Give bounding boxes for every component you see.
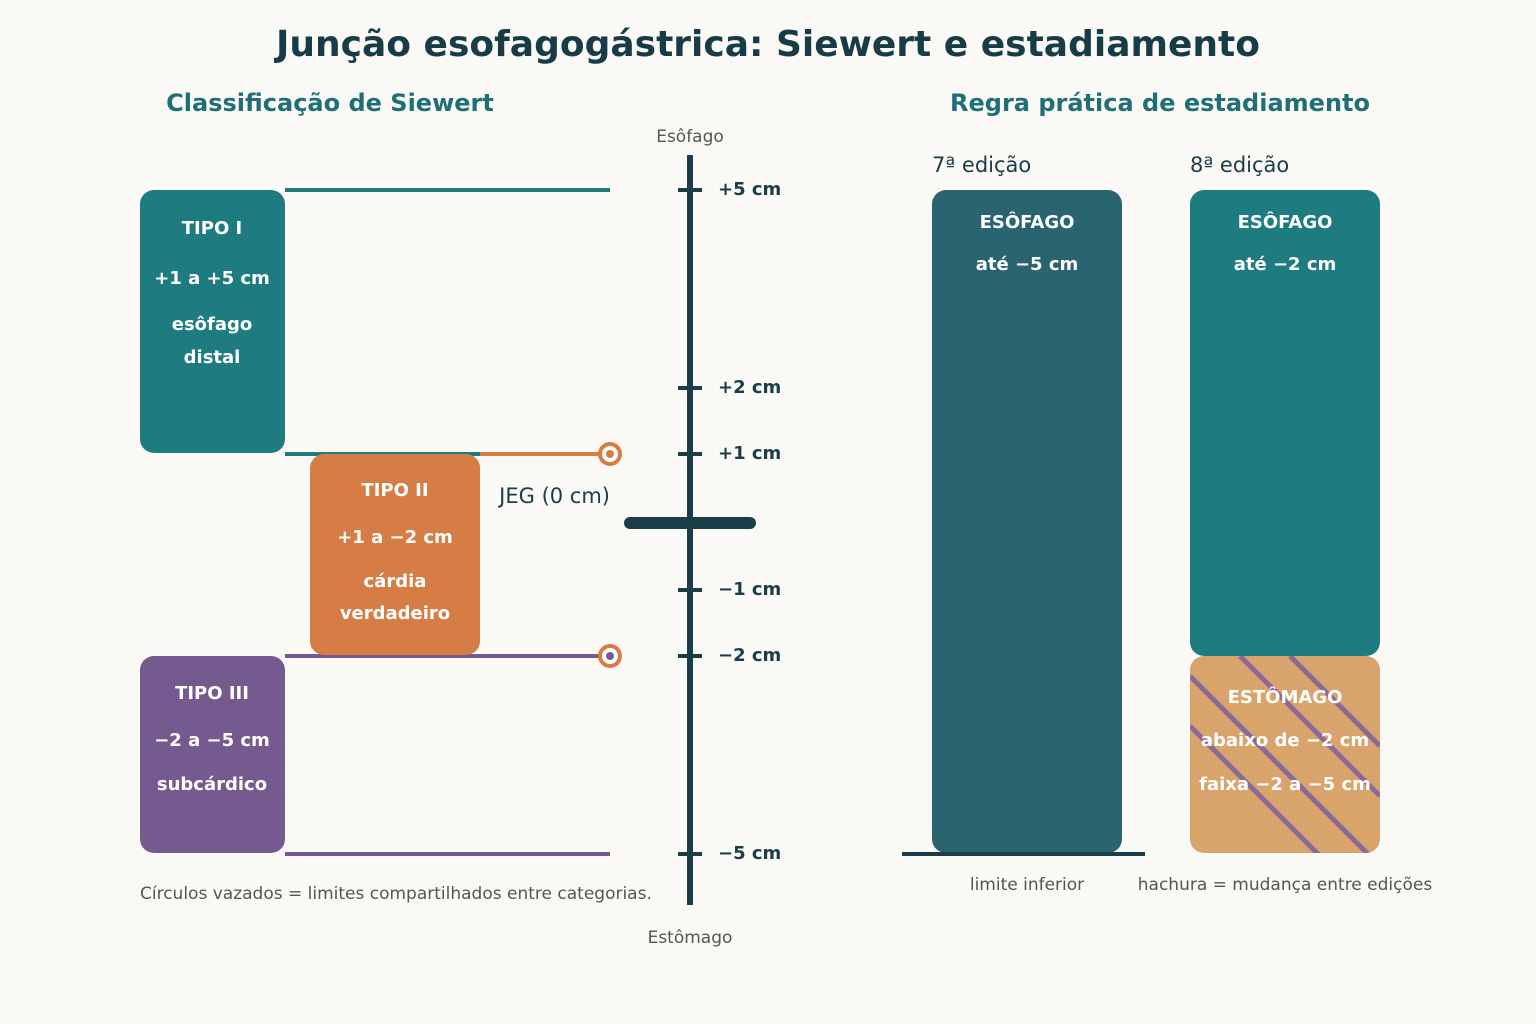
type-desc: esôfago (172, 314, 253, 335)
tick-label: +5 cm (718, 179, 781, 200)
type-range: −2 a −5 cm (154, 730, 270, 751)
hatch-line (1190, 674, 1380, 853)
axis-bottom-label: Estômago (648, 928, 733, 948)
tick-label: −1 cm (718, 579, 781, 600)
type-box (310, 454, 480, 655)
ticks: +5 cm +2 cm +1 cm −1 cm −2 cm −5 cm (678, 179, 781, 864)
section-heading: Regra prática de estadiamento (950, 89, 1370, 117)
segment-name: ESTÔMAGO (1228, 686, 1343, 708)
tick-label: −5 cm (718, 843, 781, 864)
segment-desc: até −5 cm (976, 254, 1079, 275)
tick-label: −2 cm (718, 645, 781, 666)
type-name: TIPO III (175, 683, 249, 704)
section-heading: Classificação de Siewert (166, 89, 494, 117)
segment-box (1190, 656, 1380, 853)
segment-box (932, 190, 1122, 853)
segment-name: ESÔFAGO (1238, 211, 1333, 233)
type-name: TIPO II (361, 480, 428, 501)
type-range: +1 a +5 cm (154, 268, 270, 289)
caption: limite inferior (970, 875, 1084, 895)
type-desc: subcárdico (157, 774, 267, 795)
edition-label: 8ª edição (1190, 153, 1289, 177)
hatch-line (1190, 724, 1332, 853)
type-desc: distal (184, 347, 241, 368)
hatch (1190, 656, 1380, 853)
type-name: TIPO I (182, 218, 242, 239)
type-desc: verdadeiro (340, 603, 450, 624)
type-box (140, 190, 285, 453)
title: Junção esofagogástrica: Siewert e estadi… (273, 24, 1260, 65)
type-box (140, 656, 285, 853)
segment-desc: abaixo de −2 cm (1201, 730, 1369, 751)
edition-label: 7ª edição (932, 153, 1031, 177)
segment-desc: até −2 cm (1234, 254, 1337, 275)
segment-name: ESÔFAGO (980, 211, 1075, 233)
segment-desc: faixa −2 a −5 cm (1199, 774, 1371, 795)
hatch-line (1288, 656, 1380, 748)
tick-label: +1 cm (718, 443, 781, 464)
segment-box (1190, 190, 1380, 656)
type-desc: cárdia (364, 571, 427, 592)
shared-limit-dot (606, 652, 614, 660)
axis-top-label: Esôfago (656, 127, 724, 147)
type-range: +1 a −2 cm (337, 527, 453, 548)
tick-label: +2 cm (718, 377, 781, 398)
note: Círculos vazados = limites compartilhado… (140, 884, 652, 904)
caption: hachura = mudança entre edições (1138, 875, 1433, 895)
hatch-line (1238, 656, 1380, 798)
jeg-label: JEG (0 cm) (497, 484, 610, 508)
shared-limit-dot (606, 450, 614, 458)
